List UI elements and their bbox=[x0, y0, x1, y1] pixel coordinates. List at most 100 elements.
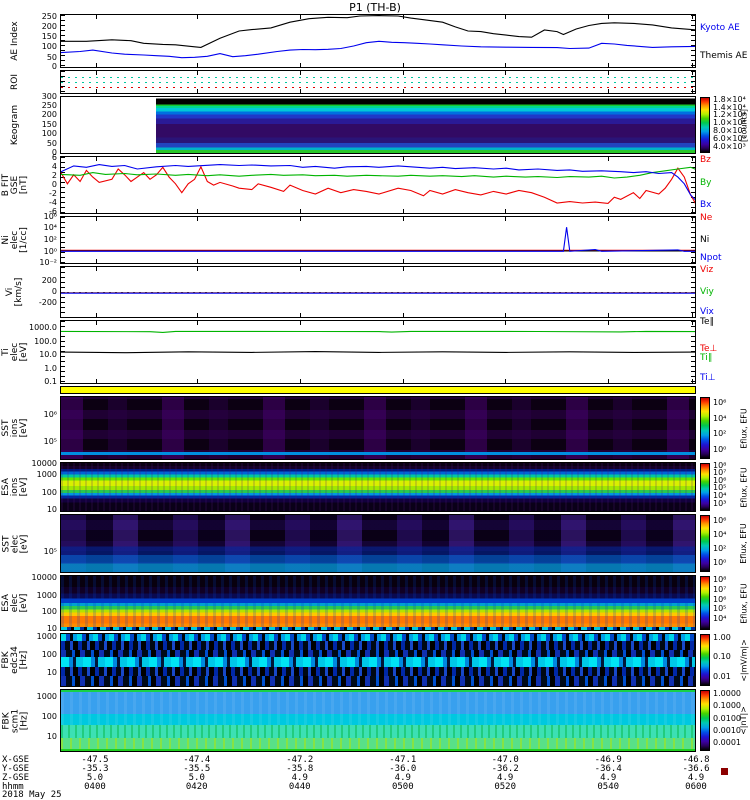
y-minor-ticks bbox=[691, 157, 695, 213]
colorbar-tick-label: 0.0010 bbox=[713, 725, 741, 735]
panel-band bbox=[61, 738, 695, 749]
x-tick-mark bbox=[607, 209, 609, 213]
y-tick-label: 10.0 bbox=[39, 350, 57, 360]
colorbar-fbk-scm1 bbox=[700, 690, 710, 751]
panel-esa-elec bbox=[60, 575, 696, 631]
date-label: 2018 May 25 bbox=[2, 790, 62, 800]
x-tick-mark bbox=[402, 259, 404, 263]
panel-band bbox=[61, 451, 695, 455]
axis-value: 4.9 bbox=[394, 773, 411, 783]
y-tick-label: 10000 bbox=[31, 458, 57, 468]
panel-vi bbox=[60, 266, 696, 318]
y-tick-label: 200 bbox=[41, 110, 57, 120]
axis-value: 0400 bbox=[84, 782, 106, 792]
colorbar-tick-label: 10⁷ bbox=[713, 468, 727, 478]
colorbar-unit-fbk-scm1: <|nT|> bbox=[737, 689, 750, 752]
y-tick-label: 10⁶ bbox=[43, 212, 57, 222]
legend-Ni: Ni bbox=[700, 235, 710, 245]
x-tick-mark bbox=[95, 71, 97, 75]
x-tick-mark bbox=[402, 267, 404, 271]
colorbar-tick-label: 1.00 bbox=[713, 633, 731, 643]
x-tick-mark bbox=[402, 321, 404, 325]
y-tick-label: 50 bbox=[46, 52, 57, 62]
panel-fbk-scm1 bbox=[60, 689, 696, 752]
panel-ylabel-sst-elec-text: SST elec [eV] bbox=[0, 534, 29, 553]
panel-band bbox=[61, 675, 695, 686]
series-Ti-par bbox=[61, 330, 695, 333]
colorbar-sst-ions bbox=[700, 397, 710, 459]
y-tick-label: 50 bbox=[46, 138, 57, 148]
panel-band bbox=[61, 748, 695, 751]
x-tick-mark bbox=[607, 63, 609, 67]
panel-ylabel-esa-elec: ESA elec [eV] bbox=[0, 575, 30, 631]
panel-flags bbox=[60, 386, 696, 394]
x-tick-mark bbox=[95, 15, 97, 19]
y-tick-label: 0 bbox=[51, 180, 57, 189]
colorbar-tick-label: 10⁴ bbox=[713, 614, 727, 624]
axis-value: -35.8 bbox=[286, 764, 314, 774]
series-plot-ae bbox=[61, 15, 695, 59]
y-minor-ticks bbox=[61, 71, 65, 93]
colorbar-sst-elec bbox=[700, 515, 710, 572]
x-tick-mark bbox=[402, 71, 404, 75]
y-tick-label: 250 bbox=[41, 11, 57, 21]
axis-value: 5.0 bbox=[86, 773, 104, 783]
x-tick-mark bbox=[197, 379, 199, 383]
colorbar-tick-label: 10⁶ bbox=[713, 475, 727, 485]
panel-ylabel-roi-text: ROI bbox=[9, 74, 20, 90]
panel-sst-elec bbox=[60, 514, 696, 573]
x-tick-mark bbox=[504, 89, 506, 93]
colorbar-unit-esa-elec: Eflux, EFU bbox=[737, 575, 750, 631]
axis-value: -47.2 bbox=[286, 755, 314, 765]
y-minor-ticks bbox=[61, 157, 65, 213]
panel-band bbox=[61, 76, 695, 79]
axis-value: 0600 bbox=[685, 782, 707, 792]
y-tick-label: 100 bbox=[41, 606, 57, 616]
axis-value: -47.5 bbox=[81, 755, 109, 765]
colorbar-tick-label: 10⁴ bbox=[713, 529, 727, 539]
x-tick-mark bbox=[95, 313, 97, 317]
y-minor-ticks bbox=[61, 217, 65, 263]
x-tick-mark bbox=[402, 63, 404, 67]
series-Themis AE bbox=[61, 40, 695, 59]
x-tick-mark bbox=[197, 157, 199, 161]
y-tick-label: 200 bbox=[41, 275, 57, 285]
x-tick-mark bbox=[504, 63, 506, 67]
colorbar-tick-label: 0.01 bbox=[713, 671, 731, 681]
panel-band bbox=[61, 657, 695, 667]
legend-Vix: Vix bbox=[700, 306, 714, 317]
x-tick-mark bbox=[607, 321, 609, 325]
axis-value: 5.0 bbox=[188, 773, 205, 783]
x-tick-mark bbox=[95, 379, 97, 383]
panel-band bbox=[61, 86, 695, 89]
axis-value: 0420 bbox=[185, 782, 208, 792]
colorbar-tick-label: 10⁸ bbox=[713, 575, 727, 585]
y-tick-label: 300 bbox=[41, 91, 57, 101]
x-tick-mark bbox=[607, 259, 609, 263]
axis-value: -36.0 bbox=[389, 764, 417, 774]
x-tick-mark bbox=[300, 259, 302, 263]
y-tick-label: 1000 bbox=[36, 590, 57, 600]
y-tick-label: 0 bbox=[51, 62, 57, 72]
colorbar-tick-label: 1.0×10⁴ bbox=[713, 118, 746, 128]
colorbar-tick-label: 10⁶ bbox=[713, 398, 727, 408]
axis-value: -36.2 bbox=[491, 764, 519, 774]
y-tick-label: -6 bbox=[49, 206, 57, 216]
y-tick-label: 10⁶ bbox=[43, 410, 57, 420]
x-tick-mark bbox=[504, 321, 506, 325]
colorbar-tick-label: 0.1000 bbox=[713, 701, 741, 711]
panel-band bbox=[61, 692, 695, 715]
colorbar-tick-label: 10⁵ bbox=[713, 604, 727, 614]
axis-value: -46.8 bbox=[682, 755, 710, 765]
series-plot-bfit bbox=[61, 164, 695, 204]
colorbar-tick-label: 10² bbox=[713, 544, 727, 554]
colorbar-tick-label: 10⁶ bbox=[713, 515, 727, 525]
panel-esa-ions bbox=[60, 462, 696, 512]
panel-band bbox=[61, 714, 695, 726]
y-tick-label: 6 bbox=[51, 153, 57, 163]
panel-ylabel-esa-ions: ESA ions [eV] bbox=[0, 462, 30, 512]
axis-row-label: Z-GSE bbox=[2, 773, 30, 783]
legend-Ti∥: Ti∥ bbox=[700, 353, 713, 364]
panel-ylabel-sst-ions-text: SST ions [eV] bbox=[0, 418, 29, 438]
